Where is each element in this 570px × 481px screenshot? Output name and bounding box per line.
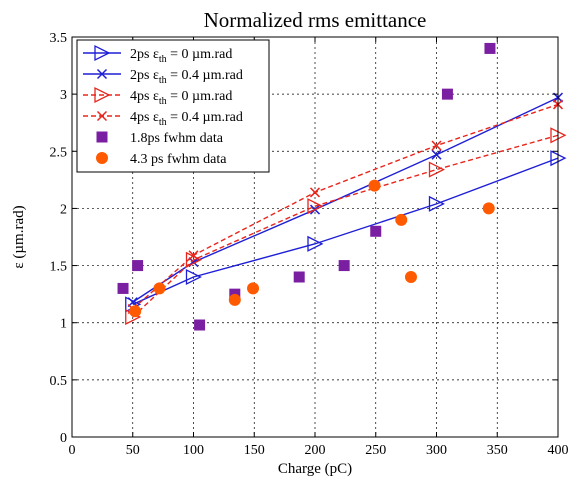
series-5 xyxy=(129,179,495,318)
x-axis-label: Charge (pC) xyxy=(278,461,352,477)
series-0 xyxy=(125,150,567,313)
legend-marker xyxy=(94,44,111,62)
data-point xyxy=(431,140,442,151)
data-point xyxy=(307,235,324,252)
legend-marker xyxy=(94,86,111,104)
legend-marker xyxy=(96,131,108,143)
legend-item: 4ps εth = 0 µm.rad xyxy=(83,86,232,107)
legend-label-rest: = 0.4 µm.rad xyxy=(167,110,243,125)
legend-label-main: 4ps ε xyxy=(130,89,159,104)
data-point xyxy=(431,149,442,160)
legend-marker xyxy=(96,68,108,80)
legend-label-sub: th xyxy=(159,75,167,86)
legend-item: 1.8ps fwhm data xyxy=(96,131,224,146)
legend-label-sub: th xyxy=(159,96,167,107)
legend-label: 4ps εth = 0.4 µm.rad xyxy=(130,110,243,128)
y-axis-label: ε (µm.rad) xyxy=(11,205,27,268)
data-point xyxy=(307,198,324,215)
data-point xyxy=(194,319,206,331)
legend-marker xyxy=(96,152,108,164)
y-tick-label: 2.5 xyxy=(50,145,68,160)
data-point xyxy=(129,305,142,318)
y-tick-label: 0.5 xyxy=(50,374,68,389)
x-tick-label: 150 xyxy=(244,443,265,458)
y-tick-label: 3 xyxy=(60,88,67,103)
legend-label-main: 1.8ps fwhm data xyxy=(130,131,224,146)
legend-item: 4.3 ps fwhm data xyxy=(96,152,227,167)
y-tick-label: 0 xyxy=(60,431,67,446)
legend-item: 4ps εth = 0.4 µm.rad xyxy=(83,110,243,128)
data-point xyxy=(293,271,305,283)
legend-label: 2ps εth = 0 µm.rad xyxy=(130,47,232,65)
legend-label-main: 2ps ε xyxy=(130,47,159,62)
data-point xyxy=(117,282,129,294)
data-point xyxy=(247,282,260,295)
legend-box xyxy=(76,39,270,173)
x-tick-label: 200 xyxy=(305,443,326,458)
y-tick-label: 1 xyxy=(60,317,67,332)
legend-label-sub: th xyxy=(159,54,167,65)
data-point xyxy=(370,225,382,237)
legend-label-rest: = 0.4 µm.rad xyxy=(167,68,243,83)
data-point xyxy=(338,260,350,272)
data-point xyxy=(482,202,495,215)
y-tick-label: 2 xyxy=(60,202,67,217)
legend-label: 1.8ps fwhm data xyxy=(130,131,224,146)
series-line xyxy=(132,134,559,318)
legend-label-main: 4ps ε xyxy=(130,110,159,125)
legend-item: 2ps εth = 0.4 µm.rad xyxy=(83,68,243,86)
legend-item: 2ps εth = 0 µm.rad xyxy=(83,44,232,65)
data-point xyxy=(132,260,144,272)
x-tick-label: 100 xyxy=(183,443,204,458)
grid-layer xyxy=(72,37,558,437)
y-tick-label: 1.5 xyxy=(50,260,68,275)
data-point xyxy=(395,213,408,226)
y-tick-label: 3.5 xyxy=(50,31,68,46)
data-point xyxy=(368,179,381,192)
data-point xyxy=(404,271,417,283)
legend-marker xyxy=(96,110,108,122)
data-point xyxy=(441,88,453,100)
series-line xyxy=(132,157,559,306)
data-point xyxy=(484,42,496,54)
chart-title: Normalized rms emittance xyxy=(204,8,427,32)
data-point xyxy=(309,187,321,198)
x-tick-label: 50 xyxy=(126,443,140,458)
legend-label-main: 2ps ε xyxy=(130,68,159,83)
legend-label-rest: = 0 µm.rad xyxy=(167,89,233,104)
legend-label-main: 4.3 ps fwhm data xyxy=(130,152,227,167)
legend-label-rest: = 0 µm.rad xyxy=(167,47,233,62)
x-tick-label: 350 xyxy=(487,443,508,458)
tick-layer: 0 50 100 150 200 250 300 350 400 0 0.5 1 1.5 2 2.5 3 3.5 xyxy=(50,31,569,458)
data-point xyxy=(153,282,166,295)
x-tick-label: 250 xyxy=(365,443,386,458)
data-point xyxy=(185,251,202,268)
legend-label: 2ps εth = 0.4 µm.rad xyxy=(130,68,243,86)
data-point xyxy=(188,250,199,261)
data-point xyxy=(428,161,445,178)
data-point xyxy=(185,268,202,286)
x-tick-label: 400 xyxy=(548,443,569,458)
x-tick-label: 0 xyxy=(69,443,76,458)
data-point xyxy=(428,195,445,212)
x-tick-label: 300 xyxy=(426,443,447,458)
legend-label: 4.3 ps fwhm data xyxy=(130,152,227,167)
legend-label-sub: th xyxy=(159,117,167,128)
legend-label: 4ps εth = 0 µm.rad xyxy=(130,89,232,107)
data-point xyxy=(228,293,241,306)
series-layer xyxy=(117,42,567,331)
